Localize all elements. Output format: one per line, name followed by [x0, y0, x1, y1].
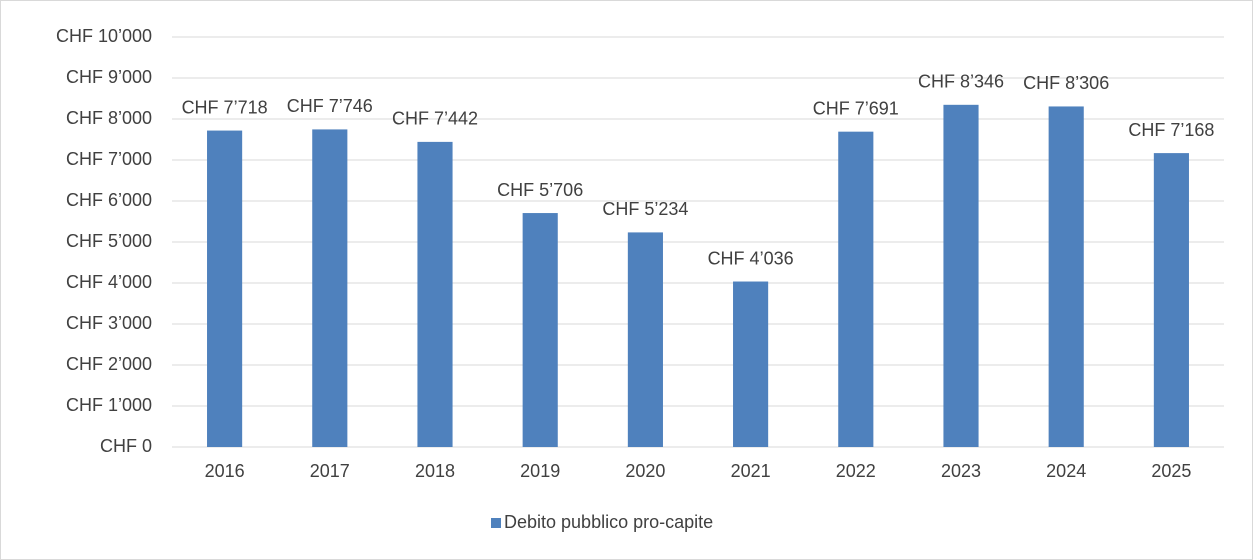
y-tick-label: CHF 5’000 — [66, 231, 152, 251]
y-tick-label: CHF 2’000 — [66, 354, 152, 374]
y-tick-label: CHF 9’000 — [66, 67, 152, 87]
x-tick-label: 2022 — [836, 461, 876, 481]
bar — [627, 232, 663, 447]
y-tick-label: CHF 7’000 — [66, 149, 152, 169]
y-tick-label: CHF 1’000 — [66, 395, 152, 415]
data-label: CHF 7’168 — [1128, 120, 1214, 140]
bar — [1048, 106, 1084, 447]
bar — [1153, 153, 1189, 447]
x-tick-label: 2024 — [1046, 461, 1086, 481]
data-label: CHF 7’691 — [813, 98, 899, 118]
data-label: CHF 7’746 — [287, 96, 373, 116]
y-tick-label: CHF 0 — [100, 436, 152, 456]
x-tick-label: 2020 — [625, 461, 665, 481]
x-tick-label: 2016 — [205, 461, 245, 481]
x-tick-label: 2019 — [520, 461, 560, 481]
bar — [733, 281, 769, 447]
bar — [522, 213, 558, 447]
data-label: CHF 7’442 — [392, 109, 478, 129]
data-label: CHF 8’346 — [918, 72, 1004, 92]
x-tick-label: 2021 — [731, 461, 771, 481]
bar — [838, 131, 874, 447]
data-label: CHF 5’234 — [602, 199, 688, 219]
y-tick-label: CHF 10’000 — [56, 26, 152, 46]
x-tick-label: 2023 — [941, 461, 981, 481]
data-label: CHF 8’306 — [1023, 73, 1109, 93]
bar — [312, 129, 348, 447]
bar — [943, 104, 979, 448]
legend-swatch — [491, 518, 501, 528]
y-tick-label: CHF 4’000 — [66, 272, 152, 292]
y-tick-label: CHF 8’000 — [66, 108, 152, 128]
x-tick-label: 2018 — [415, 461, 455, 481]
y-tick-label: CHF 6’000 — [66, 190, 152, 210]
legend-label: Debito pubblico pro-capite — [504, 512, 713, 532]
bar — [207, 130, 243, 447]
data-label: CHF 5’706 — [497, 180, 583, 200]
x-tick-label: 2025 — [1151, 461, 1191, 481]
y-tick-label: CHF 3’000 — [66, 313, 152, 333]
data-label: CHF 7’718 — [182, 97, 268, 117]
bar — [417, 141, 453, 448]
x-tick-label: 2017 — [310, 461, 350, 481]
data-label: CHF 4’036 — [708, 248, 794, 268]
